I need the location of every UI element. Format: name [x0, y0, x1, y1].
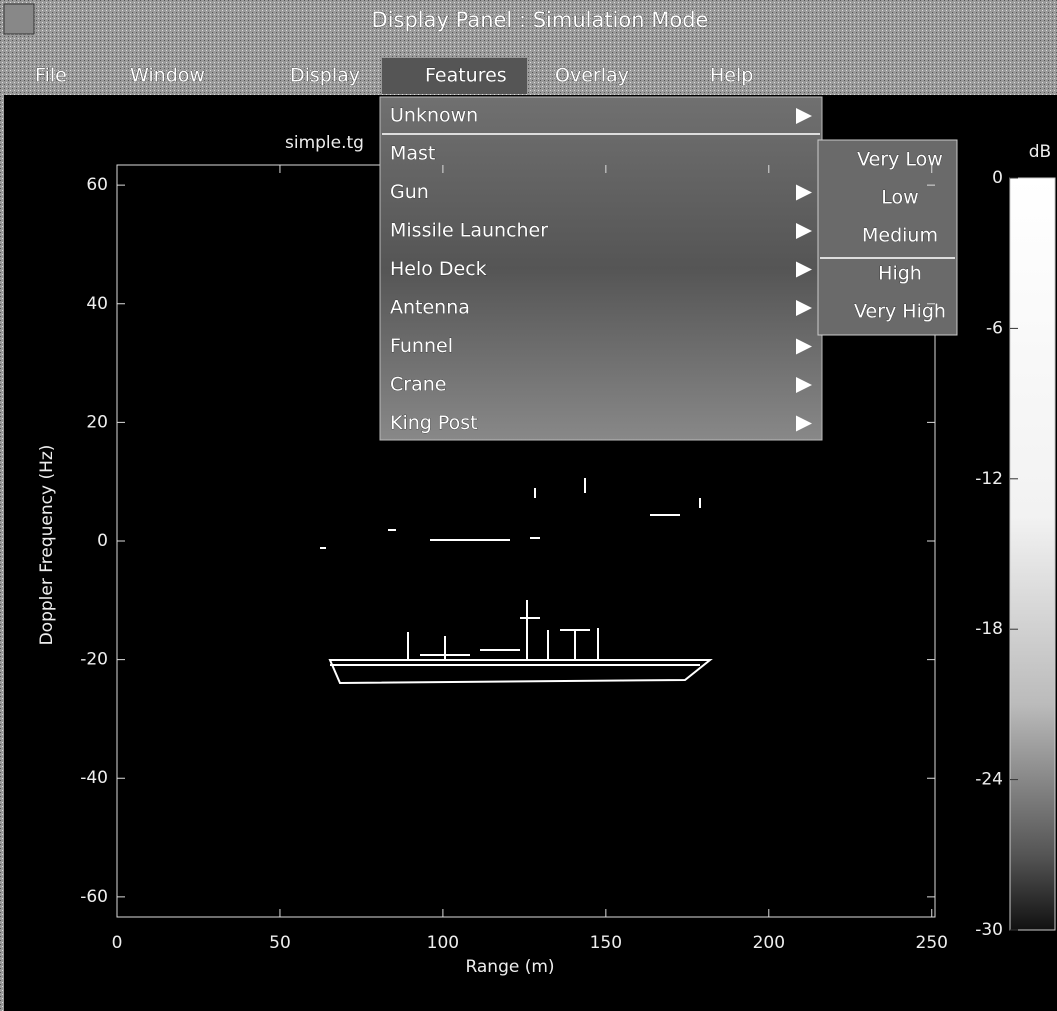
y-axis-label: Doppler Frequency (Hz): [37, 445, 57, 646]
frame-left: [0, 95, 4, 1011]
menu-item[interactable]: File: [35, 65, 67, 87]
x-tick-label: 0: [112, 933, 123, 953]
features-item[interactable]: King Post: [390, 412, 478, 434]
colorbar-tick-label: -18: [975, 619, 1003, 639]
y-tick-label: 0: [97, 531, 108, 551]
window-menu-button[interactable]: [4, 4, 34, 34]
features-item[interactable]: Unknown: [390, 105, 478, 127]
y-tick-label: -40: [80, 768, 108, 788]
colorbar-tick-label: -24: [975, 770, 1003, 790]
features-item[interactable]: Antenna: [390, 297, 470, 319]
submenu-item[interactable]: Very Low: [857, 149, 943, 171]
colorbar-tick-label: 0: [992, 168, 1003, 188]
y-tick-label: -20: [80, 650, 108, 670]
menu-item[interactable]: Help: [710, 65, 753, 87]
colorbar-tick-label: -30: [975, 920, 1003, 940]
colorbar-tick-label: -12: [975, 469, 1003, 489]
features-item[interactable]: Gun: [390, 181, 429, 203]
menu-item[interactable]: Window: [130, 65, 205, 87]
menu-item[interactable]: Overlay: [555, 65, 629, 87]
window-title: Display Panel : Simulation Mode: [372, 8, 709, 32]
y-tick-label: 40: [86, 294, 108, 314]
submenu-item[interactable]: High: [878, 263, 922, 285]
y-tick-label: 60: [86, 175, 108, 195]
plot-title: simple.tg: [285, 133, 364, 153]
features-item[interactable]: Helo Deck: [390, 258, 487, 280]
x-axis-label: Range (m): [465, 957, 554, 977]
colorbar: [1010, 178, 1055, 930]
colorbar-tick-label: -6: [986, 318, 1003, 338]
submenu-item[interactable]: Low: [881, 187, 918, 209]
features-item[interactable]: Mast: [390, 143, 435, 165]
submenu-item[interactable]: Medium: [862, 225, 938, 247]
features-item[interactable]: Missile Launcher: [390, 220, 548, 242]
x-tick-label: 150: [590, 933, 622, 953]
y-tick-label: 20: [86, 412, 108, 432]
features-item[interactable]: Funnel: [390, 335, 453, 357]
x-tick-label: 200: [753, 933, 785, 953]
x-tick-label: 50: [269, 933, 291, 953]
menu-item[interactable]: Display: [290, 65, 360, 87]
screen: Display Panel : Simulation Mode File Wind…: [0, 0, 1057, 1011]
y-tick-label: -60: [80, 887, 108, 907]
features-item[interactable]: Crane: [390, 374, 446, 396]
x-tick-label: 100: [427, 933, 459, 953]
colorbar-label: dB: [1029, 142, 1051, 162]
menu-item[interactable]: Features: [425, 65, 507, 87]
x-tick-label: 250: [916, 933, 948, 953]
